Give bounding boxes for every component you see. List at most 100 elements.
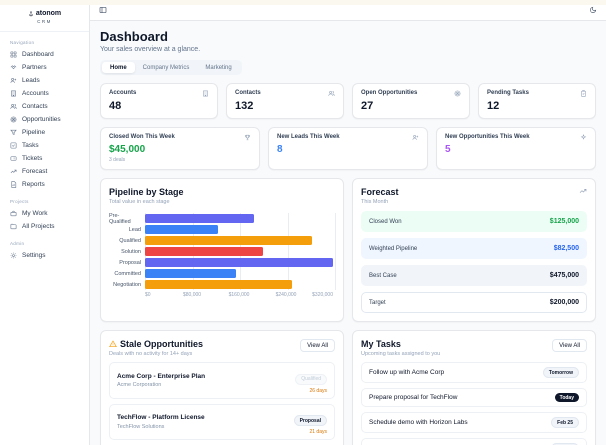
- sidebar-item-partners[interactable]: Partners: [0, 61, 89, 74]
- sidebar-item-tasks[interactable]: Tasks: [0, 139, 89, 152]
- sidebar: atonom CRM Navigation Dashboard Partners…: [0, 0, 90, 445]
- x-tick: $0: [145, 292, 151, 298]
- handshake-icon: [10, 65, 17, 69]
- target-icon: [454, 90, 461, 97]
- opportunity-company: TechFlow Solutions: [117, 423, 165, 430]
- sidebar-item-reports[interactable]: Reports: [0, 178, 89, 191]
- tab-marketing[interactable]: Marketing: [205, 64, 232, 71]
- sidebar-item-label: All Projects: [22, 223, 55, 230]
- task-item[interactable]: Schedule demo with Horizon Labs Feb 25: [361, 412, 587, 433]
- sidebar-item-label: Tickets: [22, 155, 43, 162]
- folder-icon: [10, 223, 17, 230]
- chart-plot-area: $0 $80,000 $160,000 $240,000 $320,000: [145, 213, 336, 300]
- sidebar-item-dashboard[interactable]: Dashboard: [0, 48, 89, 61]
- pipeline-title: Pipeline by Stage: [109, 187, 184, 197]
- main-area: Dashboard Your sales overview at a glanc…: [90, 0, 606, 445]
- due-badge: Today: [554, 393, 579, 402]
- dashboard-tabs: Home Company Metrics Marketing: [100, 60, 242, 75]
- ticket-icon: [10, 156, 17, 161]
- task-item[interactable]: Follow up with Acme Corp Tomorrow: [361, 362, 587, 383]
- gridline: [335, 213, 336, 290]
- gear-icon: [10, 252, 17, 259]
- y-label: Committed: [114, 270, 141, 277]
- y-label: Lead: [128, 226, 141, 233]
- user-plus-icon: [412, 135, 419, 141]
- users-icon: [328, 91, 335, 97]
- sidebar-item-label: Accounts: [22, 90, 49, 97]
- sidebar-item-pipeline[interactable]: Pipeline: [0, 126, 89, 139]
- y-label: Qualified: [119, 237, 141, 244]
- weekly-row: Closed Won This Week $45,000 3 deals New…: [100, 127, 596, 170]
- target-icon: [10, 116, 17, 123]
- pipeline-panel: Pipeline by Stage Total value in each st…: [100, 178, 344, 322]
- stage-badge: Proposal: [293, 415, 327, 426]
- pipeline-bar-chart: Pre-Qualified Lead Qualified Solution Pr…: [109, 212, 336, 300]
- sidebar-item-my-work[interactable]: My Work: [0, 207, 89, 220]
- tasks-view-all-button[interactable]: View All: [552, 339, 587, 352]
- sidebar-item-forecast[interactable]: Forecast: [0, 165, 89, 178]
- forecast-label: Target: [369, 299, 386, 306]
- sidebar-section-admin: Admin: [10, 241, 25, 246]
- user-plus-icon: [10, 78, 17, 84]
- chart-x-axis: $0 $80,000 $160,000 $240,000 $320,000: [145, 292, 333, 300]
- clipboard-check-icon: [581, 90, 586, 97]
- bar-lead: [145, 225, 219, 234]
- window-top-strip: [0, 0, 606, 5]
- stat-label: Pending Tasks: [487, 90, 529, 96]
- opportunity-title: Acme Corp - Enterprise Plan: [117, 372, 206, 380]
- theme-toggle-moon-icon[interactable]: [589, 6, 597, 14]
- forecast-subtitle: This Month: [361, 199, 389, 205]
- sidebar-item-label: Tasks: [22, 142, 39, 149]
- trending-up-icon: [579, 188, 587, 194]
- sidebar-item-tickets[interactable]: Tickets: [0, 152, 89, 165]
- x-tick: $160,000: [228, 292, 250, 298]
- bar-pre-qualified: [145, 214, 254, 223]
- top-bar: [90, 0, 606, 21]
- bar-negotiation: [145, 280, 292, 289]
- stat-value: 132: [235, 100, 254, 112]
- stale-title: Stale Opportunities: [120, 339, 204, 349]
- bar-qualified: [145, 236, 313, 245]
- y-label: Negotiation: [113, 281, 141, 288]
- stat-card-pending-tasks: Pending Tasks 12: [478, 83, 596, 119]
- opportunity-title: TechFlow - Platform License: [117, 414, 205, 421]
- sidebar-item-opportunities[interactable]: Opportunities: [0, 113, 89, 126]
- sidebar-item-settings[interactable]: Settings: [0, 249, 89, 262]
- forecast-label: Closed Won: [369, 218, 402, 225]
- tab-company-metrics[interactable]: Company Metrics: [142, 64, 190, 71]
- sidebar-item-all-projects[interactable]: All Projects: [0, 220, 89, 233]
- sidebar-toggle-icon[interactable]: [99, 6, 107, 14]
- stale-item[interactable]: Acme Corp - Enterprise Plan Acme Corporat…: [109, 362, 335, 399]
- sidebar-item-accounts[interactable]: Accounts: [0, 87, 89, 100]
- y-label: Proposal: [119, 259, 141, 266]
- sidebar-item-label: Dashboard: [22, 51, 54, 58]
- x-tick: $240,000: [275, 292, 297, 298]
- sidebar-section-projects: Projects: [10, 199, 29, 204]
- stat-value: 12: [487, 100, 500, 112]
- forecast-value: $200,000: [549, 299, 579, 306]
- y-label: Pre-Qualified: [109, 212, 131, 225]
- sidebar-item-leads[interactable]: Leads: [0, 74, 89, 87]
- sidebar-item-label: Contacts: [22, 103, 48, 110]
- users-icon: [10, 104, 17, 110]
- stat-subtext: 3 deals: [109, 157, 126, 163]
- tab-home[interactable]: Home: [102, 62, 135, 73]
- stale-view-all-button[interactable]: View All: [300, 339, 335, 352]
- stale-item[interactable]: TechFlow - Platform License TechFlow Solu…: [109, 403, 335, 440]
- task-item[interactable]: Review contract terms - Pinnacle Feb 27: [361, 438, 587, 445]
- task-item[interactable]: Prepare proposal for TechFlow Today: [361, 388, 587, 407]
- page-subtitle: Your sales overview at a glance.: [100, 46, 201, 53]
- funnel-icon: [10, 129, 17, 135]
- x-tick: $320,000: [312, 292, 333, 298]
- task-title: Schedule demo with Horizon Labs: [369, 419, 468, 426]
- forecast-row-target: Target $200,000: [361, 292, 587, 313]
- sidebar-item-contacts[interactable]: Contacts: [0, 100, 89, 113]
- task-title: Follow up with Acme Corp: [369, 369, 445, 376]
- stat-card-accounts: Accounts 48: [100, 83, 218, 119]
- tasks-title: My Tasks: [361, 339, 401, 349]
- y-label: Solution: [121, 248, 141, 255]
- brand-logo: atonom CRM: [0, 10, 89, 32]
- trophy-icon: [244, 134, 251, 141]
- forecast-value: $125,000: [549, 218, 579, 225]
- stat-value: 5: [445, 144, 451, 155]
